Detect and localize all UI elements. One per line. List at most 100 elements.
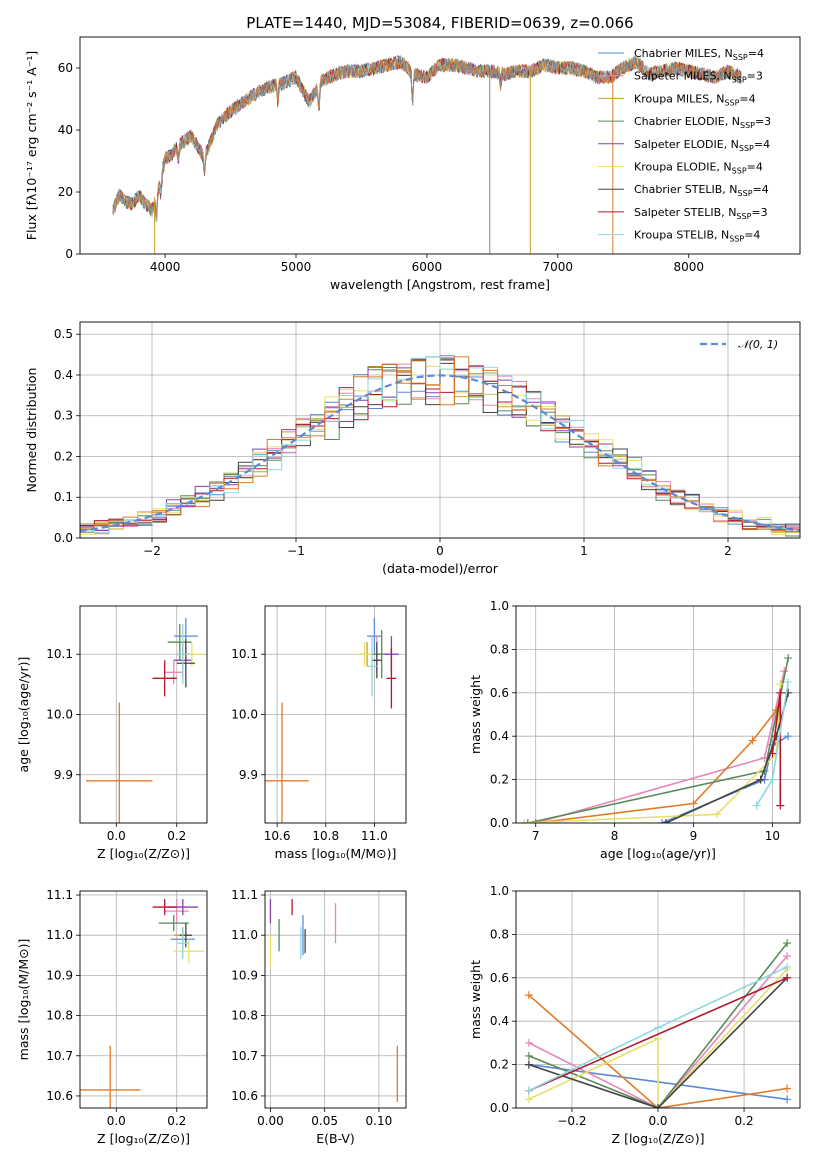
weight-marker: [713, 810, 722, 819]
y-tick-label: 10.8: [46, 1009, 73, 1023]
weight-Z-plot-area: [516, 891, 800, 1108]
age-Z-frame: [79, 605, 208, 824]
x-tick-label: 0.10: [366, 1114, 393, 1128]
y-tick-label: 10.7: [46, 1049, 73, 1063]
x-tick-label: 4000: [150, 260, 181, 274]
legend-entry: 𝒩(0, 1): [738, 338, 778, 351]
x-axis-label: E(B-V): [316, 1131, 355, 1146]
y-axis-label: mass [log₁₀(M/M⊙)]: [16, 939, 31, 1061]
y-tick-label: 0.2: [490, 773, 509, 787]
data-point: [176, 927, 189, 960]
weight-marker: [524, 1086, 533, 1095]
y-tick-label: 9.9: [54, 768, 73, 782]
data-point: [86, 702, 153, 823]
y-tick-label: 0: [65, 247, 73, 261]
weight-marker: [783, 962, 792, 971]
y-tick-label: 10.1: [46, 647, 73, 661]
weight-marker: [784, 654, 793, 663]
weight-age-panel: 7 8 9 10 0.0 0.2 0.4 0.6 0.8 1.0 age [log₁₀(age/yr…: [468, 599, 801, 861]
x-tick-label: 0.0: [107, 829, 126, 843]
y-tick-label: 10.7: [231, 1049, 258, 1063]
age-mass-plot-area: [265, 606, 406, 823]
y-tick-label: 1.0: [490, 599, 509, 613]
mass-EBV-panel: 0.00 0.05 0.10 10.6 10.7 10.8 10.9 11.0 11.1 E(B-…: [231, 888, 407, 1146]
y-tick-label: 0.2: [54, 449, 73, 463]
weight-marker: [654, 1034, 662, 1043]
weight-marker: [756, 775, 765, 784]
histogram-step: [80, 356, 800, 538]
data-point: [164, 660, 183, 685]
x-tick-label: 7000: [543, 260, 574, 274]
residuals-frame: [79, 321, 801, 539]
weight-age-plot-area: [516, 606, 800, 823]
weight-marker: [524, 1051, 533, 1060]
mass-Z-frame: [79, 890, 208, 1109]
x-axis-label: Z [log₁₀(Z/Z⊙)]: [612, 1131, 705, 1146]
age-mass-panel: 10.6 10.8 11.0 9.9 10.0 10.1 mass [log₁₀(M/M⊙)…: [231, 605, 407, 861]
y-tick-label: 0.8: [490, 642, 509, 656]
weight-line: [528, 955, 788, 1108]
data-point: [176, 639, 195, 688]
spectrum-panel: 4000 5000 6000 7000 8000 0 20 40 60 wavelength [A…: [24, 36, 801, 292]
weight-age-frame: [515, 605, 801, 824]
y-tick-label: 0.4: [490, 1014, 509, 1028]
legend-entry: Salpeter MILES, NSSP=3: [634, 70, 763, 85]
y-tick-label: 10.6: [46, 1089, 73, 1103]
age-Z-plot-area: [80, 606, 207, 823]
weight-marker: [783, 1084, 792, 1093]
weight-marker: [654, 1023, 662, 1032]
data-point: [367, 636, 377, 697]
legend-entry: Salpeter STELIB, NSSP=3: [634, 206, 768, 221]
x-axis-label: Z [log₁₀(Z/Z⊙)]: [97, 846, 190, 861]
y-tick-label: 0.2: [490, 1058, 509, 1072]
residuals-panel: −2 −1 0 1 2 0.0 0.1 0.2 0.3 0.4 0.5 (data-model)/er…: [24, 321, 801, 576]
y-axis-label: Flux [fλ10⁻¹⁷ erg cm⁻² s⁻¹ A⁻¹]: [24, 51, 39, 240]
legend-entry: Salpeter ELODIE, NSSP=4: [634, 138, 770, 153]
y-tick-label: 20: [58, 185, 73, 199]
x-tick-label: 0.0: [107, 1114, 126, 1128]
x-tick-label: 7: [532, 829, 540, 843]
weight-marker: [523, 819, 532, 823]
weight-marker: [657, 819, 666, 823]
spectrum-plot-area: [112, 54, 742, 254]
x-tick-label: −2: [143, 544, 161, 558]
weight-marker: [784, 732, 793, 741]
weight-marker: [524, 1095, 533, 1104]
weight-Z-panel: −0.2 0.0 0.2 0.0 0.2 0.4 0.6 0.8 1.0 Z [log₁₀(Z/Z…: [468, 884, 801, 1146]
x-tick-label: 0: [436, 544, 444, 558]
y-axis-label: mass weight: [468, 960, 483, 1039]
age-mass-frame: [264, 605, 407, 824]
x-tick-label: 8000: [673, 260, 704, 274]
weight-marker: [776, 801, 785, 810]
y-tick-label: 0.8: [490, 927, 509, 941]
mass-Z-plot-area: [80, 891, 207, 1108]
data-point: [386, 648, 397, 709]
y-tick-label: 10.9: [231, 968, 258, 982]
legend-entry: Kroupa ELODIE, NSSP=4: [634, 161, 763, 176]
y-axis-label: age [log₁₀(age/yr)]: [16, 657, 31, 773]
weight-line: [528, 968, 788, 1108]
y-tick-label: 0.5: [54, 327, 73, 341]
y-tick-label: 0.6: [490, 971, 509, 985]
x-tick-label: 0.00: [257, 1114, 284, 1128]
legend-entry: Chabrier MILES, NSSP=4: [634, 47, 764, 62]
weight-marker: [776, 688, 785, 697]
y-axis-label: mass weight: [468, 675, 483, 754]
mass-Z-panel: 0.0 0.2 10.6 10.7 10.8 10.9 11.0 11.1 Z [log₁₀(Z…: [16, 888, 208, 1146]
y-tick-label: 11.1: [231, 888, 258, 902]
y-tick-label: 10.0: [46, 708, 73, 722]
x-axis-label: mass [log₁₀(M/M⊙)]: [275, 846, 397, 861]
x-tick-label: 2: [724, 544, 732, 558]
x-tick-label: 0.0: [648, 1114, 667, 1128]
y-tick-label: 10.8: [231, 1009, 258, 1023]
y-tick-label: 0.3: [54, 409, 73, 423]
x-axis-label: (data-model)/error: [382, 561, 499, 576]
data-point: [158, 915, 189, 932]
y-tick-label: 0.6: [490, 686, 509, 700]
weight-marker: [784, 677, 793, 686]
weight-line: [528, 977, 788, 1108]
y-tick-label: 0.4: [54, 368, 73, 382]
y-tick-label: 10.6: [231, 1089, 258, 1103]
gaussian-curve: [80, 374, 800, 532]
weight-marker: [524, 1038, 533, 1047]
